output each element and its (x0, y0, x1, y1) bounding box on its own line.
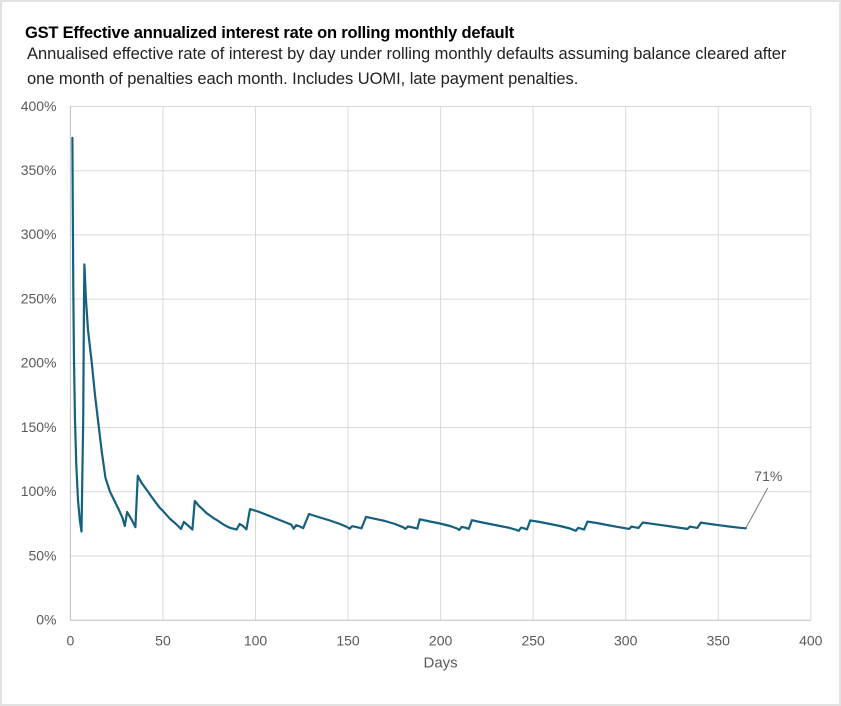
svg-text:Days: Days (424, 655, 458, 672)
svg-text:250%: 250% (21, 290, 57, 306)
svg-text:350%: 350% (21, 162, 57, 178)
svg-text:150: 150 (336, 633, 360, 649)
svg-text:50: 50 (155, 633, 171, 649)
svg-text:400: 400 (799, 633, 823, 649)
svg-text:350: 350 (707, 633, 731, 649)
svg-text:250: 250 (521, 633, 545, 649)
svg-text:50%: 50% (28, 547, 56, 563)
svg-text:0: 0 (67, 633, 75, 649)
svg-text:400%: 400% (21, 98, 57, 114)
svg-text:300: 300 (614, 633, 638, 649)
svg-text:100: 100 (244, 633, 268, 649)
svg-text:100%: 100% (21, 483, 57, 499)
svg-text:150%: 150% (21, 419, 57, 435)
svg-text:71%: 71% (754, 468, 782, 484)
svg-text:200: 200 (429, 633, 453, 649)
svg-text:0%: 0% (36, 612, 56, 628)
svg-text:200%: 200% (21, 355, 57, 371)
svg-text:300%: 300% (21, 226, 57, 242)
